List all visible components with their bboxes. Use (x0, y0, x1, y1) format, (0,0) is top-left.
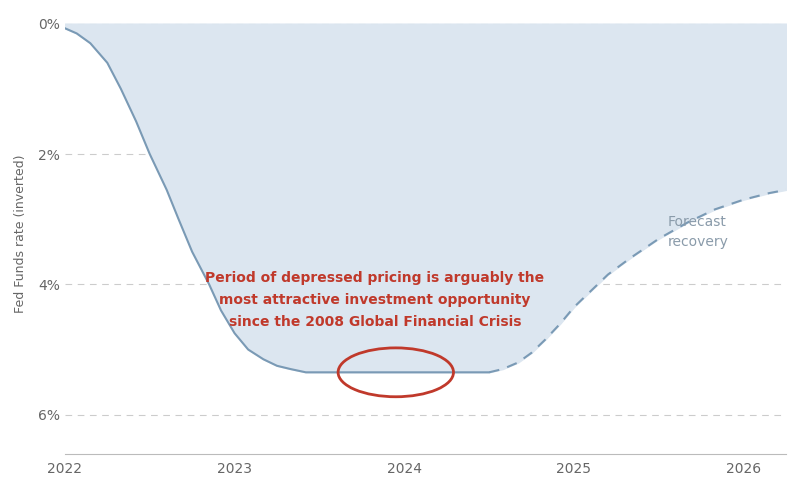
Text: Forecast
recovery: Forecast recovery (667, 216, 728, 249)
Y-axis label: Fed Funds rate (inverted): Fed Funds rate (inverted) (14, 154, 27, 313)
Text: Period of depressed pricing is arguably the
most attractive investment opportuni: Period of depressed pricing is arguably … (206, 271, 545, 328)
